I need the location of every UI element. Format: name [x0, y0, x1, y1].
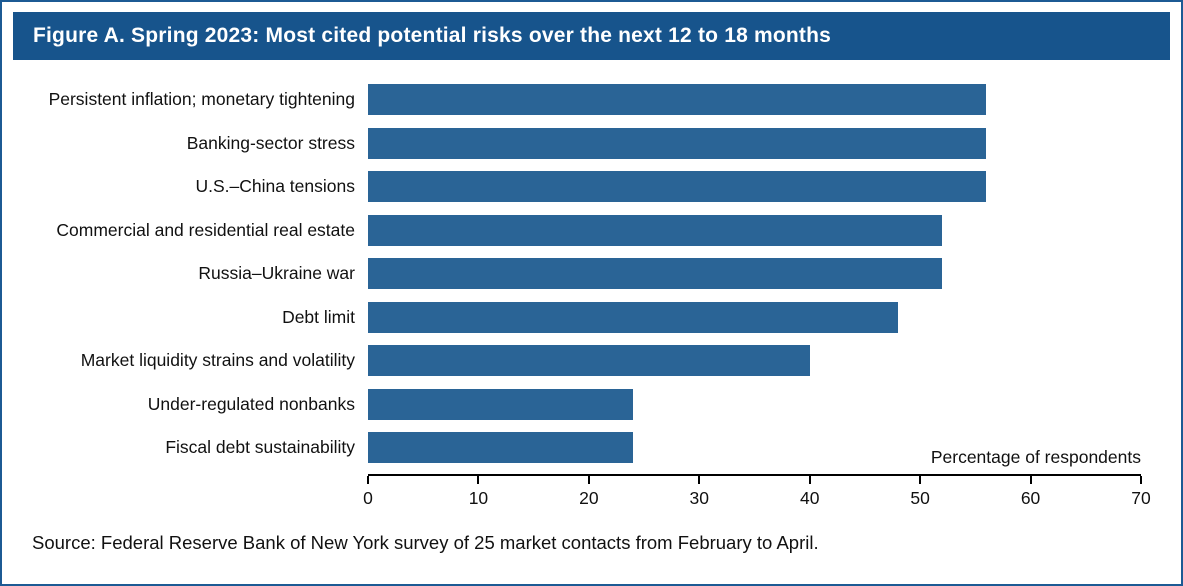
bar — [368, 258, 943, 290]
category-label: Russia–Ukraine war — [198, 263, 355, 284]
category-label: Fiscal debt sustainability — [165, 437, 355, 458]
tick-label: 40 — [799, 487, 820, 508]
chart-row: Fiscal debt sustainability — [2, 426, 1141, 470]
bar-track — [368, 301, 1141, 333]
bar — [368, 127, 987, 159]
tick-label: 20 — [579, 487, 599, 508]
tick-label: 0 — [363, 487, 373, 508]
bar — [368, 84, 987, 116]
bar — [368, 214, 943, 246]
category-label: Persistent inflation; monetary tightenin… — [48, 89, 355, 110]
tick-label: 60 — [1020, 487, 1041, 508]
tick-label: 70 — [1131, 487, 1151, 508]
category-label: Debt limit — [282, 306, 355, 327]
chart-row: Debt limit — [2, 296, 1141, 340]
bar-track — [368, 171, 1141, 203]
category-label: Commercial and residential real estate — [56, 219, 355, 240]
tick-mark — [1029, 475, 1032, 484]
bar-track — [368, 127, 1141, 159]
x-axis: 0 10 20 30 40 50 60 70 — [363, 473, 1151, 518]
bar — [368, 171, 987, 203]
chart-rows: Persistent inflation; monetary tightenin… — [2, 78, 1141, 470]
tick-mark — [477, 475, 480, 484]
bar — [368, 388, 634, 420]
chart-row: Commercial and residential real estate — [2, 209, 1141, 253]
bar-track — [368, 214, 1141, 246]
tick-label: 50 — [910, 487, 930, 508]
tick-mark — [1140, 475, 1142, 484]
tick-mark — [587, 475, 590, 484]
figure-title-bar: Figure A. Spring 2023: Most cited potent… — [13, 12, 1170, 60]
tick-mark — [698, 475, 701, 484]
bar — [368, 301, 899, 333]
category-label: Under-regulated nonbanks — [147, 393, 355, 414]
bar — [368, 432, 634, 464]
chart-row: Market liquidity strains and volatility — [2, 339, 1141, 383]
source-note: Source: Federal Reserve Bank of New York… — [32, 531, 819, 553]
tick-mark — [919, 475, 922, 484]
bar — [368, 345, 810, 377]
bar-track — [368, 432, 1141, 464]
chart-row: Banking-sector stress — [2, 122, 1141, 166]
chart-row: Persistent inflation; monetary tightenin… — [2, 78, 1141, 122]
chart-row: Under-regulated nonbanks — [2, 383, 1141, 427]
tick-mark — [808, 475, 811, 484]
category-label: Banking-sector stress — [186, 132, 355, 153]
tick-mark — [367, 475, 369, 484]
bar-track — [368, 84, 1141, 116]
tick-label: 30 — [689, 487, 710, 508]
bar-track — [368, 258, 1141, 290]
chart-row: U.S.–China tensions — [2, 165, 1141, 209]
category-label: Market liquidity strains and volatility — [80, 350, 355, 371]
chart-row: Russia–Ukraine war — [2, 252, 1141, 296]
axis-note: Percentage of respondents — [930, 446, 1141, 467]
figure-title: Figure A. Spring 2023: Most cited potent… — [33, 24, 832, 47]
tick-label: 10 — [468, 487, 489, 508]
bar-track — [368, 388, 1141, 420]
bar-chart: Persistent inflation; monetary tightenin… — [2, 78, 1181, 518]
bar-track — [368, 345, 1141, 377]
category-label: U.S.–China tensions — [195, 176, 355, 197]
